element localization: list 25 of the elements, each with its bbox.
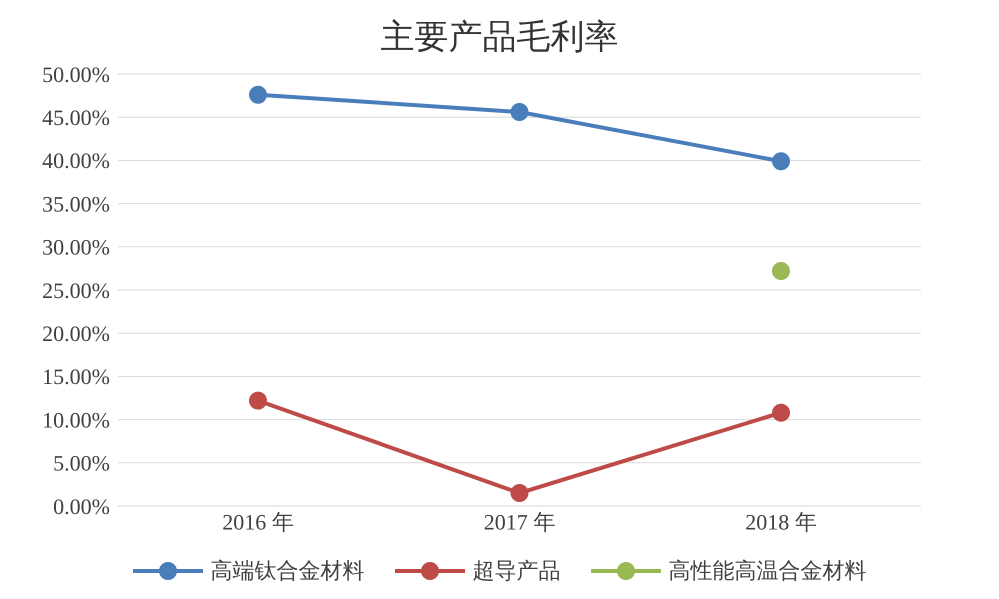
point — [772, 262, 790, 280]
point — [772, 404, 790, 422]
point — [510, 484, 528, 502]
legend-label: 高端钛合金材料 — [210, 557, 364, 585]
y-tick-label: 20.00% — [42, 321, 110, 346]
point — [249, 86, 267, 104]
point — [249, 392, 267, 410]
y-tick-label: 15.00% — [42, 364, 110, 390]
y-tick-label: 5.00% — [53, 450, 110, 476]
point — [772, 152, 790, 170]
y-tick-label: 25.00% — [42, 278, 110, 303]
y-tick-label: 10.00% — [42, 407, 110, 432]
legend-label: 高性能高温合金材料 — [668, 557, 866, 585]
point — [510, 103, 528, 122]
y-tick-label: 40.00% — [42, 148, 110, 174]
x-tick-label: 2016 年 — [222, 510, 294, 535]
chart-title: 主要产品毛利率 — [380, 19, 618, 56]
y-tick-label: 45.00% — [42, 105, 110, 130]
y-tick-label: 50.00% — [42, 62, 110, 87]
x-tick-label: 2017 年 — [484, 510, 556, 535]
y-tick-label: 30.00% — [42, 234, 110, 260]
y-tick-label: 0.00% — [53, 494, 110, 519]
y-tick-label: 35.00% — [42, 191, 110, 216]
x-tick-label: 2018 年 — [745, 510, 817, 535]
legend-label: 超导产品 — [472, 557, 560, 585]
